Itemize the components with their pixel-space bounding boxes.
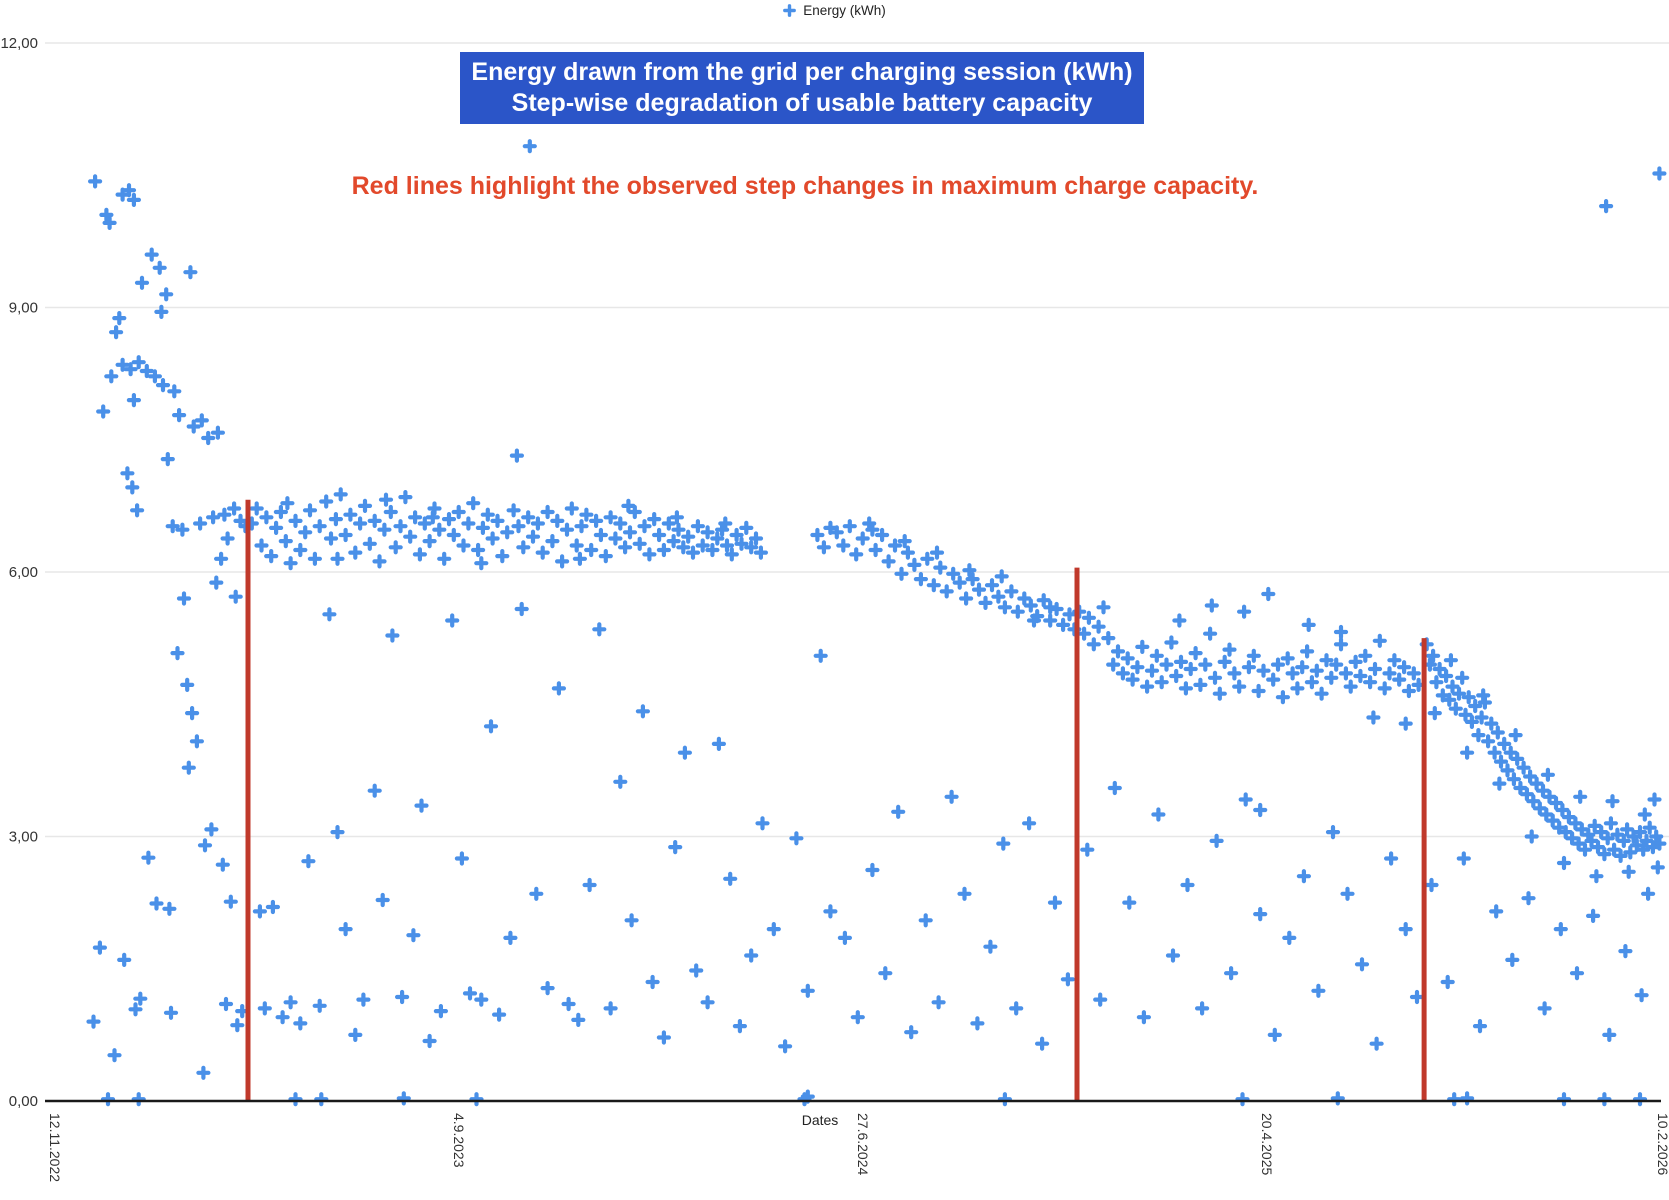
svg-text:10.2.2026: 10.2.2026 (1655, 1113, 1669, 1175)
svg-text:27.6.2024: 27.6.2024 (855, 1113, 871, 1175)
chart-title-line2: Step-wise degradation of usable battery … (511, 89, 1093, 117)
x-axis-title: Dates (801, 1112, 839, 1128)
chart-title-line1: Energy drawn from the grid per charging … (471, 58, 1133, 87)
chart-legend: Energy (kWh) (0, 0, 1669, 20)
svg-text:6,00: 6,00 (9, 564, 38, 581)
scatter-points (86, 139, 1667, 1107)
y-tick-labels: 0,00 3,00 6,00 9,00 12,00 (0, 35, 38, 1110)
svg-text:12,00: 12,00 (0, 35, 38, 52)
x-tick-labels: 12.11.2022 4.9.2023 27.6.2024 20.4.2025 10.2… (47, 1113, 1669, 1182)
red-step-lines (245, 499, 1427, 1101)
red-lines-annotation: Red lines highlight the observed step ch… (351, 172, 1259, 200)
legend-series-label: Energy (kWh) (803, 2, 886, 18)
svg-text:4.9.2023: 4.9.2023 (451, 1113, 467, 1168)
svg-text:12.11.2022: 12.11.2022 (47, 1113, 63, 1182)
svg-text:3,00: 3,00 (9, 829, 38, 846)
legend-plus-icon (783, 3, 797, 17)
svg-text:9,00: 9,00 (9, 300, 38, 317)
svg-text:0,00: 0,00 (9, 1093, 38, 1110)
svg-text:20.4.2025: 20.4.2025 (1259, 1113, 1275, 1175)
y-gridlines (45, 42, 1669, 838)
chart-title: Energy drawn from the grid per charging … (460, 52, 1144, 124)
